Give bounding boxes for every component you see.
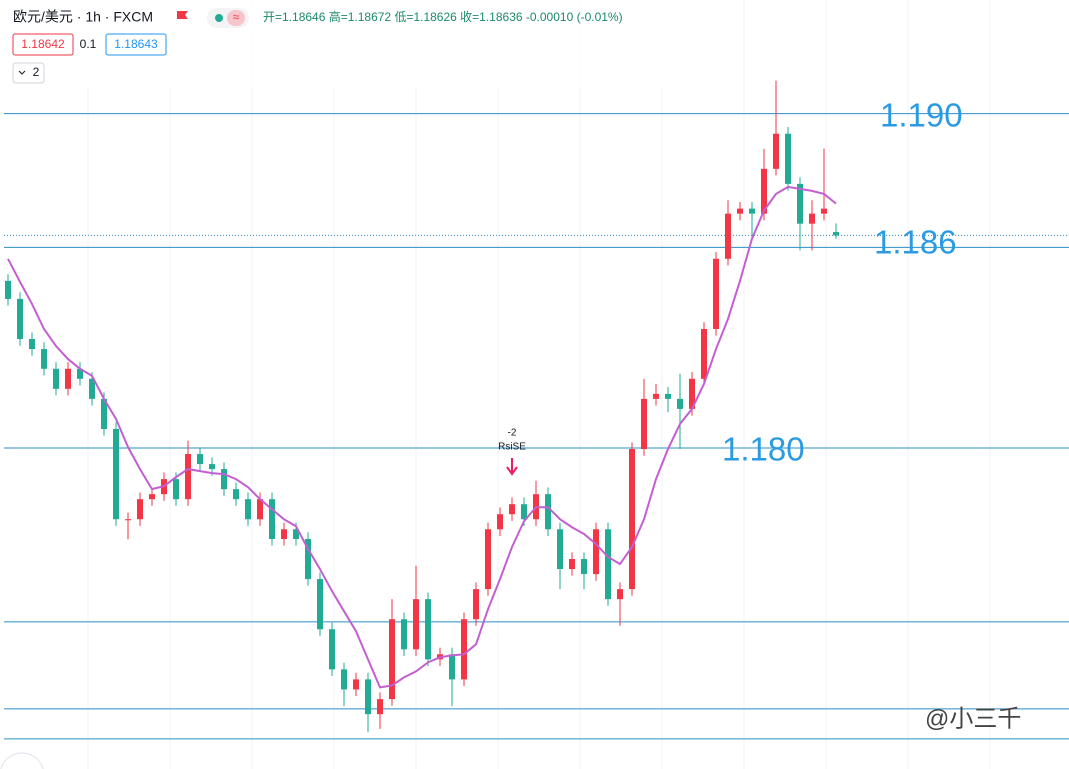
candle-body xyxy=(341,669,347,690)
buy-box[interactable] xyxy=(105,33,167,56)
candle-body xyxy=(821,208,827,214)
candle-body xyxy=(389,619,395,700)
candle-body xyxy=(725,213,731,259)
indicator-count: 2 xyxy=(33,65,40,79)
candle-body xyxy=(101,398,107,429)
candle-body xyxy=(209,464,215,470)
candle-body xyxy=(701,328,707,379)
candle-body xyxy=(113,428,119,520)
candle-body xyxy=(485,529,491,590)
grid xyxy=(87,0,991,769)
candle-body xyxy=(329,629,335,670)
candle-body xyxy=(5,280,11,299)
signal-arrow xyxy=(506,458,518,476)
chevron xyxy=(18,70,26,75)
sell-box[interactable] xyxy=(12,33,74,56)
candle-body xyxy=(197,454,203,465)
candle-body xyxy=(293,529,299,539)
candle-body xyxy=(773,133,779,169)
candle-body xyxy=(41,349,47,369)
candle-body xyxy=(137,499,143,520)
signal-label: RsiSE xyxy=(498,442,526,453)
candle-body xyxy=(713,258,719,329)
candle-body xyxy=(401,619,407,650)
approx-badge xyxy=(227,10,245,26)
candle-body xyxy=(269,499,275,539)
sell-price: 1.18642 xyxy=(21,37,65,51)
candle-body xyxy=(521,504,527,520)
candle-body xyxy=(17,298,23,340)
candle-body xyxy=(77,368,83,379)
candle-body xyxy=(677,398,683,409)
corner-button[interactable] xyxy=(0,752,44,769)
candle-body xyxy=(617,589,623,600)
candle-body xyxy=(125,519,131,521)
symbol[interactable]: 欧元/美元 · 1h · FXCM xyxy=(13,9,153,25)
candle-body xyxy=(233,489,239,500)
level-label: 1.180 xyxy=(722,431,805,468)
candle-body xyxy=(653,393,659,399)
indicator-toggle[interactable] xyxy=(12,62,45,84)
candle-body xyxy=(809,213,815,224)
candle-body xyxy=(305,538,311,580)
candle-body xyxy=(581,559,587,575)
moving-average xyxy=(7,185,837,689)
ohlc-text: 开=1.18646 高=1.18672 低=1.18626 收=1.18636 … xyxy=(263,9,623,24)
candle-body xyxy=(593,529,599,575)
candle-body xyxy=(89,378,95,399)
watermark: @小三千 xyxy=(925,705,1021,732)
signal-value: -2 xyxy=(508,428,517,439)
candle-body xyxy=(473,589,479,620)
candle-body xyxy=(245,499,251,520)
candle-body xyxy=(221,469,227,490)
candle-body xyxy=(605,529,611,600)
candle-body xyxy=(413,599,419,650)
candle-body xyxy=(749,208,755,214)
candle-body xyxy=(785,133,791,184)
candle-body xyxy=(173,479,179,500)
candle-body xyxy=(689,378,695,409)
candle-body xyxy=(377,699,383,715)
status-dot xyxy=(215,14,223,22)
candle-body xyxy=(569,559,575,570)
candle-body xyxy=(461,619,467,680)
candle-body xyxy=(149,494,155,500)
candle-body xyxy=(545,494,551,530)
buy-price: 1.18643 xyxy=(114,37,158,51)
candle-body xyxy=(353,679,359,690)
level-label: 1.186 xyxy=(874,224,957,261)
candle-body xyxy=(425,599,431,660)
levels xyxy=(4,113,1069,740)
spread: 0.1 xyxy=(80,37,97,51)
level-label: 1.190 xyxy=(880,97,963,134)
approx-icon: ≈ xyxy=(233,10,240,24)
candle-body xyxy=(797,183,803,224)
candle-body xyxy=(761,168,767,214)
candles xyxy=(5,80,839,733)
candle-body xyxy=(509,504,515,515)
candle-body xyxy=(833,232,839,236)
candle-body xyxy=(29,339,35,350)
candle-body xyxy=(65,368,71,389)
candle-body xyxy=(53,368,59,389)
candle-body xyxy=(665,393,671,399)
candle-body xyxy=(629,449,635,590)
candle-body xyxy=(449,654,455,680)
candle-body xyxy=(557,529,563,570)
candle-body xyxy=(281,529,287,539)
flag-icon[interactable] xyxy=(177,11,188,19)
candle-body xyxy=(365,679,371,715)
candle-body xyxy=(497,514,503,530)
candle-body xyxy=(737,208,743,214)
candle-body xyxy=(257,499,263,520)
candle-body xyxy=(317,579,323,630)
candle-body xyxy=(641,398,647,450)
candle-body xyxy=(185,454,191,500)
